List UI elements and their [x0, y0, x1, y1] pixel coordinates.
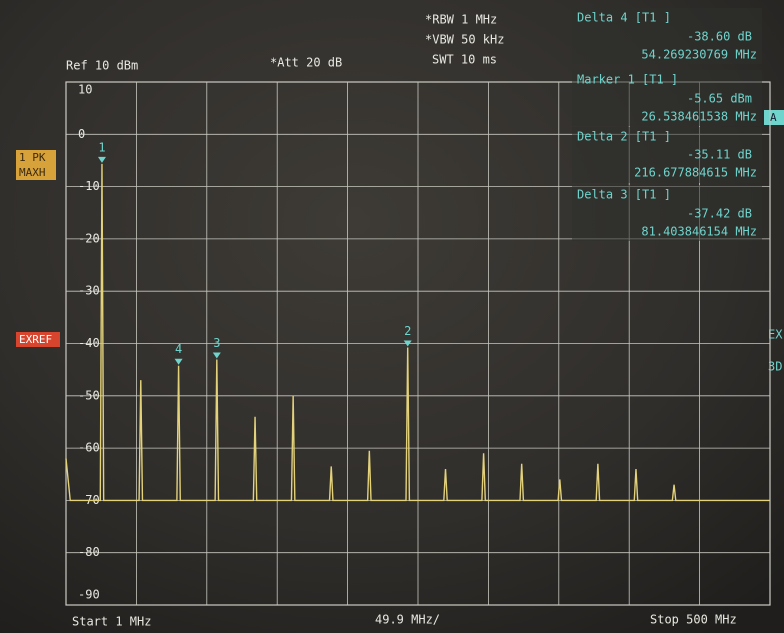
readout-bg	[572, 8, 762, 64]
3d-label: 3D	[768, 360, 782, 374]
stop-freq: Stop 500 MHz	[650, 613, 737, 627]
readout-bg	[572, 185, 762, 241]
y-tick-label: -90	[78, 588, 100, 602]
attenuation: *Att 20 dB	[270, 56, 342, 70]
start-freq: Start 1 MHz	[72, 615, 151, 629]
readout-bg	[572, 70, 762, 126]
y-tick-label: -60	[78, 441, 100, 455]
readout-title: Delta 2 [T1 ]	[577, 130, 671, 144]
readout-freq: 81.403846154 MHz	[641, 225, 757, 239]
y-tick-label: -80	[78, 545, 100, 559]
ex-label: EX	[768, 328, 783, 342]
y-tick-label: 0	[78, 127, 85, 141]
trace	[65, 163, 770, 502]
readout-level: -37.42 dB	[687, 207, 752, 221]
y-tick-label: -20	[78, 231, 100, 245]
vbw: *VBW 50 kHz	[425, 33, 504, 47]
marker-label: 4	[175, 342, 182, 356]
marker	[403, 340, 412, 347]
sweep-time: SWT 10 ms	[432, 53, 497, 67]
exref-badge	[16, 332, 60, 347]
marker	[97, 156, 106, 163]
y-tick-label: -40	[78, 336, 100, 350]
a-badge	[764, 110, 784, 125]
marker-label: 3	[213, 336, 220, 350]
detector-label: MAXH	[19, 166, 46, 179]
y-tick-label: 10	[78, 83, 92, 97]
readout-level: -5.65 dBm	[687, 92, 752, 106]
marker	[212, 352, 221, 359]
readout-freq: 54.269230769 MHz	[641, 48, 757, 62]
marker	[174, 358, 183, 365]
rbw: *RBW 1 MHz	[425, 13, 497, 27]
ref-level: Ref 10 dBm	[66, 59, 138, 73]
readout-freq: 26.538461538 MHz	[641, 110, 757, 124]
span-per-div: 49.9 MHz/	[375, 613, 440, 627]
y-tick-label: -50	[78, 388, 100, 402]
readout-title: Delta 3 [T1 ]	[577, 188, 671, 202]
readout-freq: 216.677884615 MHz	[634, 166, 757, 180]
readout-title: Marker 1 [T1 ]	[577, 73, 678, 87]
readout-level: -35.11 dB	[687, 148, 752, 162]
a-label: A	[770, 111, 777, 124]
trace-label: 1 PK	[19, 151, 46, 164]
readout-title: Delta 4 [T1 ]	[577, 11, 671, 25]
marker-label: 2	[404, 324, 411, 338]
marker-label: 1	[98, 140, 105, 154]
trace-badge	[16, 150, 56, 180]
y-tick-label: -30	[78, 284, 100, 298]
exref-label: EXREF	[19, 333, 52, 346]
readout-bg	[572, 127, 762, 183]
readout-level: -38.60 dB	[687, 30, 752, 44]
y-tick-label: -10	[78, 179, 100, 193]
